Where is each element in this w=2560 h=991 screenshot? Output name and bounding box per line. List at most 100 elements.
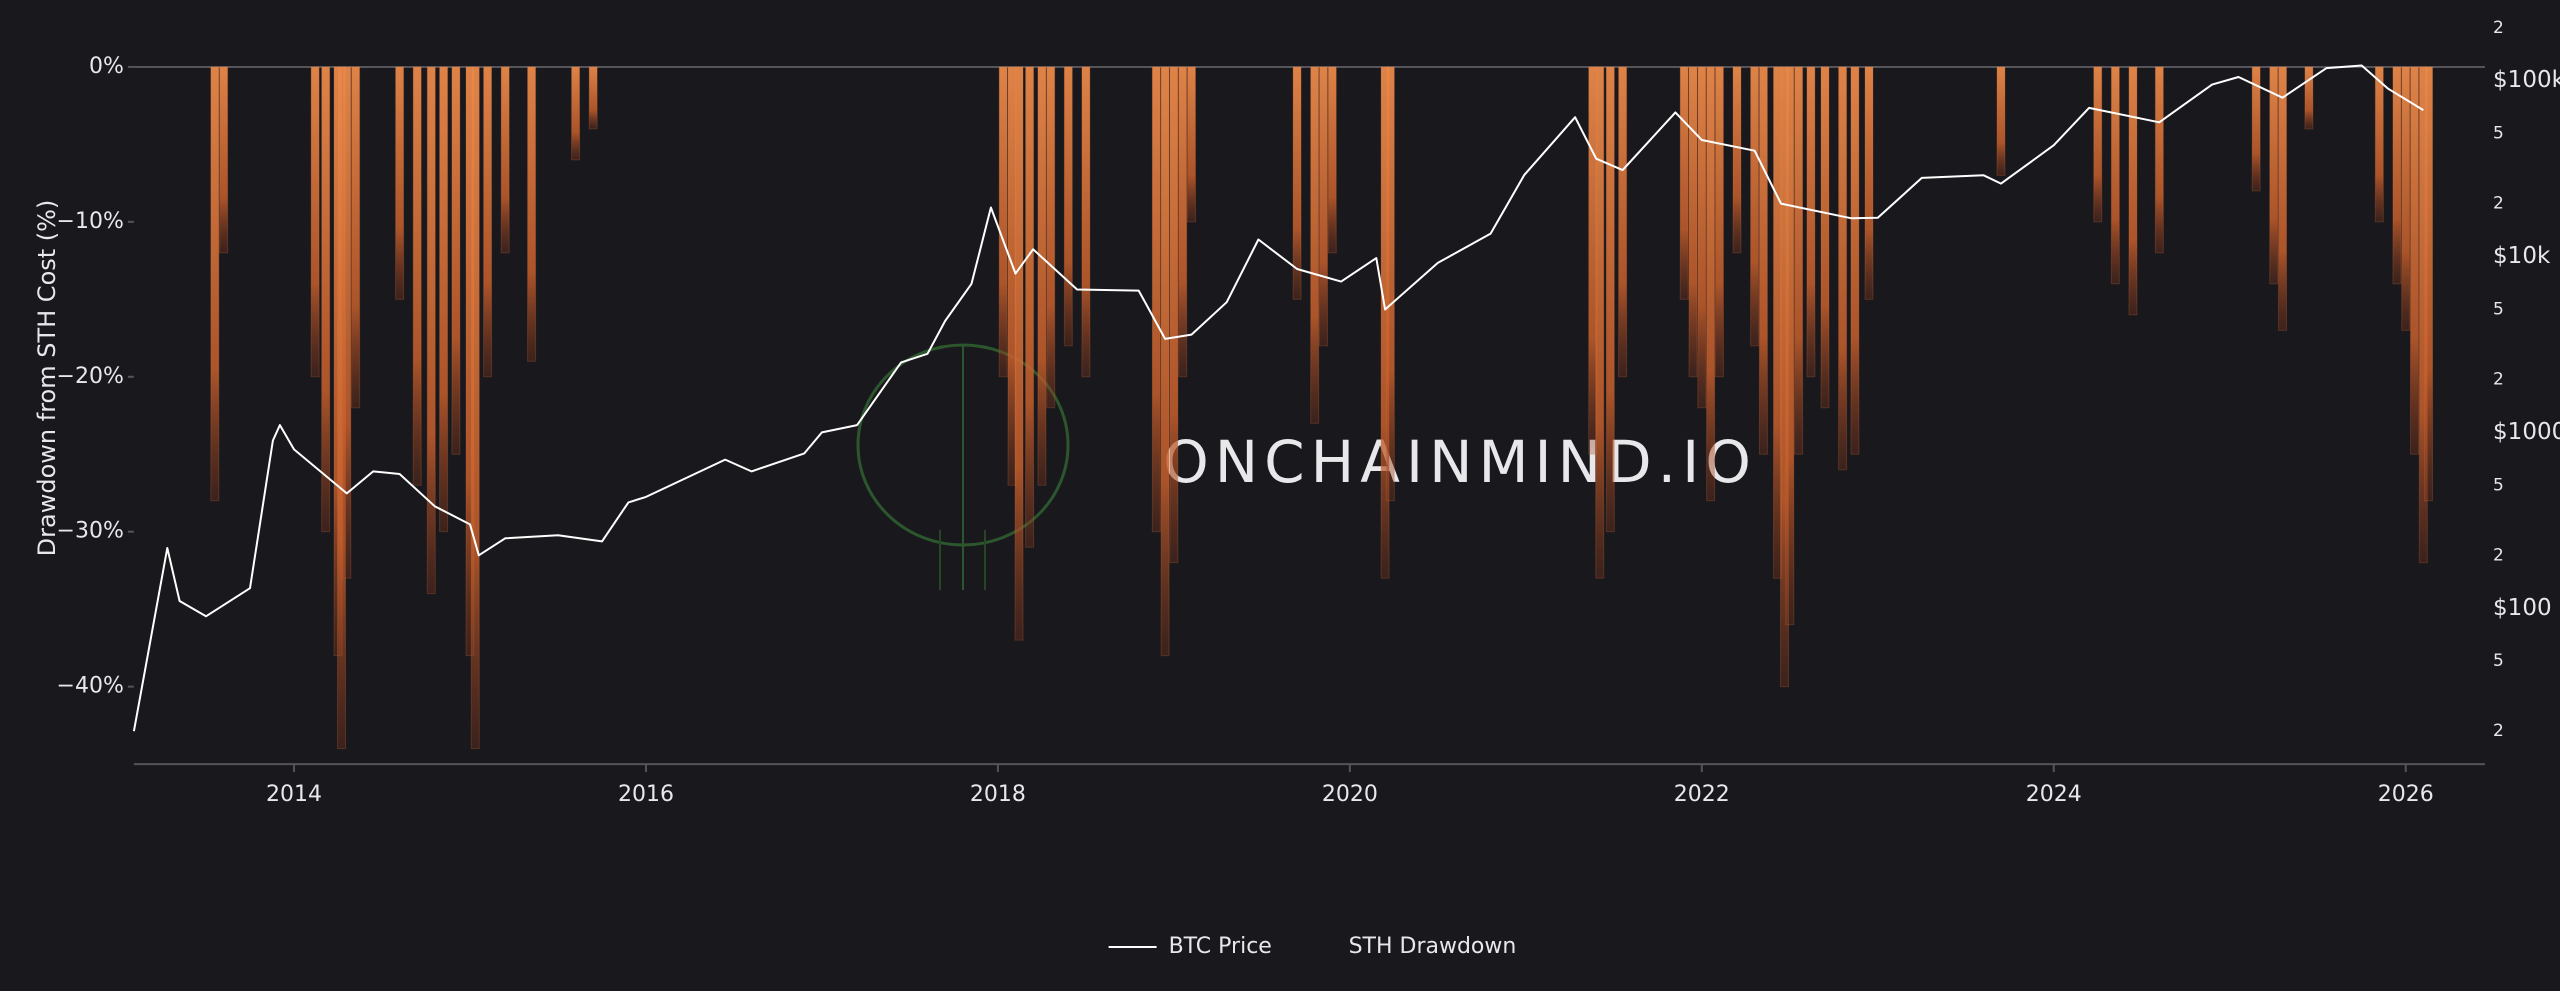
x-tick-label: 2024 [2026, 782, 2082, 807]
drawdown-bar [1996, 66, 2006, 176]
drawdown-bar [321, 66, 331, 533]
drawdown-bar [2278, 66, 2288, 331]
drawdown-bar [1688, 66, 1698, 378]
drawdown-bar [1618, 66, 1628, 378]
y-tick-label: −40% [57, 674, 124, 699]
drawdown-bar [1014, 66, 1024, 641]
drawdown-bar [1714, 66, 1724, 378]
drawdown-bar [500, 66, 510, 254]
y2-tick-label: 5 [2493, 475, 2504, 495]
y-tick-label: 0% [89, 54, 124, 79]
x-tick-label: 2026 [2378, 782, 2434, 807]
x-tick-label: 2020 [1322, 782, 1378, 807]
drawdown-bar [588, 66, 598, 130]
drawdown-bar [1318, 66, 1328, 347]
drawdown-bar [1732, 66, 1742, 254]
y2-tick-label: 2 [2493, 18, 2504, 38]
drawdown-bar [2304, 66, 2314, 130]
x-tick-label: 2022 [1674, 782, 1730, 807]
drawdown-bar [1794, 66, 1804, 455]
drawdown-bar [1838, 66, 1848, 471]
drawdown-bar [451, 66, 461, 455]
drawdown-bar [1785, 66, 1795, 626]
y2-tick-label: 5 [2493, 299, 2504, 319]
drawdown-bar [1750, 66, 1760, 347]
y2-tick-label: $10k [2493, 243, 2551, 269]
y2-tick-label: 5 [2493, 124, 2504, 144]
drawdown-bar [1037, 66, 1047, 486]
drawdown-bar [2093, 66, 2103, 223]
drawdown-bar [1758, 66, 1768, 455]
drawdown-bar [2424, 66, 2434, 502]
drawdown-bar [395, 66, 405, 300]
y-tick-label: −20% [57, 364, 124, 389]
y2-tick-label: 2 [2493, 369, 2504, 389]
drawdown-bar [2269, 66, 2279, 285]
y2-tick-label: 5 [2493, 651, 2504, 671]
drawdown-bar [1385, 66, 1395, 502]
y-tick-label: −10% [57, 209, 124, 234]
drawdown-bar [1292, 66, 1302, 300]
drawdown-bar [2401, 66, 2411, 331]
drawdown-bar [527, 66, 537, 362]
y2-tick-label: $100k [2493, 67, 2560, 93]
drawdown-bar [2410, 66, 2420, 455]
brain-logo [856, 343, 1070, 590]
drawdown-bar [342, 66, 352, 579]
drawdown-bar [1850, 66, 1860, 455]
drawdown-bar [351, 66, 361, 409]
drawdown-bars [210, 66, 2434, 750]
drawdown-bar [1169, 66, 1179, 564]
drawdown-bar [998, 66, 1008, 378]
drawdown-bar [1046, 66, 1056, 409]
drawdown-bar [470, 66, 480, 750]
drawdown-bar [2154, 66, 2164, 254]
x-tick-label: 2014 [266, 782, 322, 807]
drawdown-bar [2392, 66, 2402, 285]
drawdown-bar [2110, 66, 2120, 285]
drawdown-bar [1025, 66, 1035, 548]
drawdown-bar [439, 66, 449, 533]
watermark: ONCHAINMIND.IO [1163, 428, 1757, 496]
x-tick-label: 2018 [970, 782, 1026, 807]
drawdown-bar [1081, 66, 1091, 378]
drawdown-bar [1806, 66, 1816, 378]
x-tick-label: 2016 [618, 782, 674, 807]
drawdown-bar [2128, 66, 2138, 316]
drawdown-bar [1820, 66, 1830, 409]
drawdown-bar [1310, 66, 1320, 424]
y-tick-label: −30% [57, 519, 124, 544]
legend-label: BTC Price [1169, 934, 1272, 959]
drawdown-bar [1697, 66, 1707, 409]
y-axis-title: Drawdown from STH Cost (%) [33, 200, 61, 557]
y2-tick-label: 2 [2493, 545, 2504, 565]
y2-tick-label: 2 [2493, 721, 2504, 741]
legend-label: STH Drawdown [1349, 934, 1517, 959]
drawdown-bar [426, 66, 436, 595]
drawdown-bar [1063, 66, 1073, 347]
drawdown-bar [412, 66, 422, 486]
drawdown-bar [1327, 66, 1337, 254]
drawdown-bar [571, 66, 581, 161]
drawdown-bar [310, 66, 320, 378]
drawdown-bar [219, 66, 229, 254]
drawdown-bar [1864, 66, 1874, 300]
drawdown-bar [1151, 66, 1161, 533]
drawdown-bar [2374, 66, 2384, 223]
drawdown-bar [1679, 66, 1689, 300]
y2-tick-label: $100 [2493, 595, 2552, 621]
drawdown-bar [1595, 66, 1605, 579]
drawdown-bar [1186, 66, 1196, 223]
y2-tick-label: 2 [2493, 194, 2504, 214]
y2-tick-label: $1000 [2493, 419, 2560, 445]
drawdown-bar [1160, 66, 1170, 657]
drawdown-bar [210, 66, 220, 502]
drawdown-bar [1706, 66, 1716, 502]
drawdown-bar [2251, 66, 2261, 192]
price-line [132, 64, 2424, 732]
drawdown-bar [483, 66, 493, 378]
drawdown-bar [1605, 66, 1615, 533]
drawdown-bar [1178, 66, 1188, 378]
